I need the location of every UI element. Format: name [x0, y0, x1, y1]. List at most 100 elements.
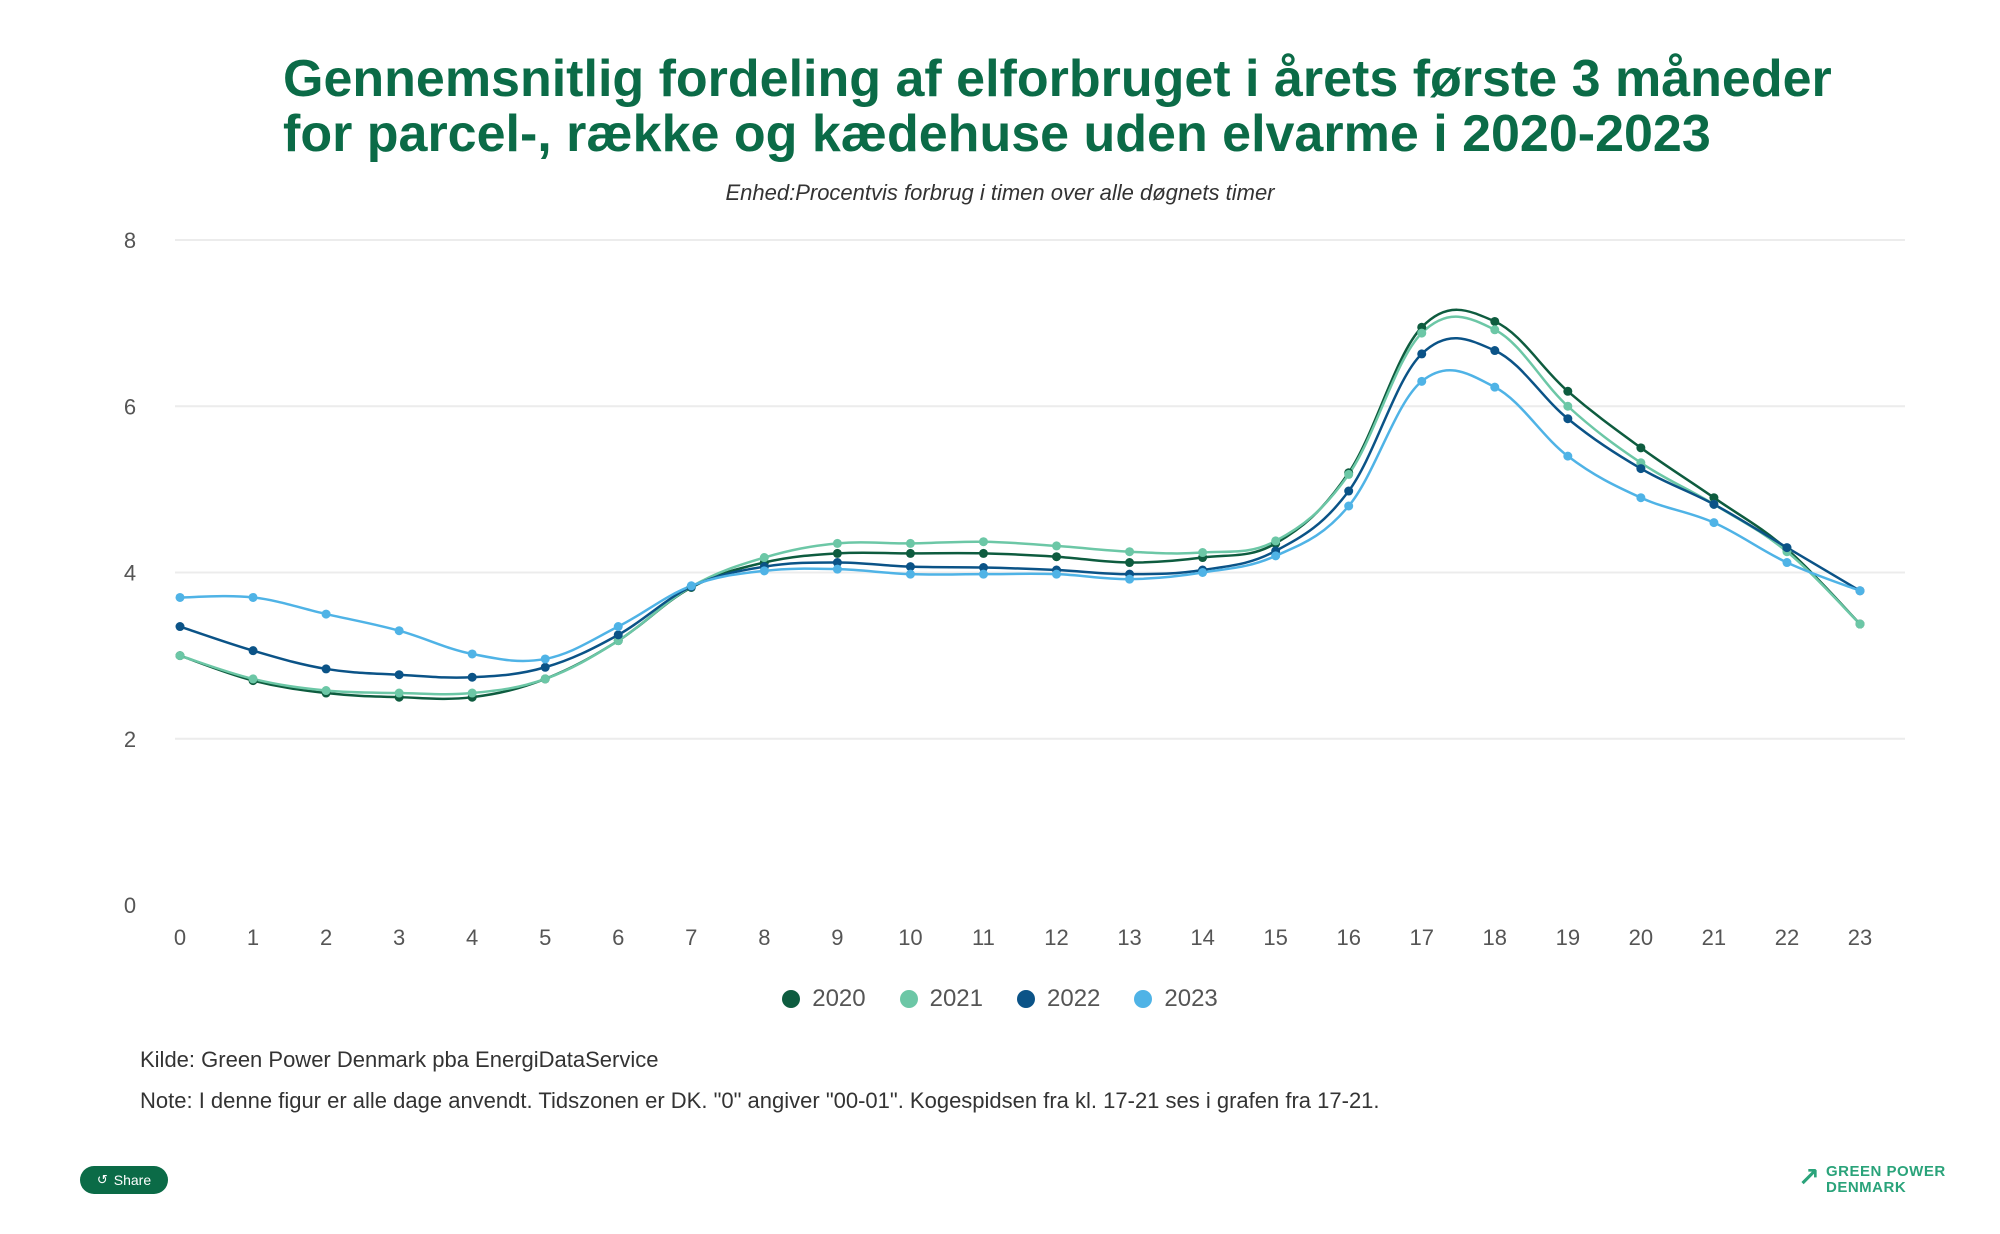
data-point-2022 — [1344, 486, 1354, 496]
data-point-2023 — [248, 592, 258, 602]
y-axis: 0 2 4 6 8 — [124, 228, 136, 918]
data-point-2021 — [1417, 328, 1427, 338]
legend-item-2023[interactable]: 2023 — [1134, 985, 1218, 1013]
data-point-2020 — [832, 548, 842, 558]
data-point-2022 — [1636, 464, 1646, 474]
data-point-2022 — [1563, 414, 1573, 424]
data-point-2021 — [905, 538, 915, 548]
data-point-2023 — [1490, 382, 1500, 392]
x-tick-label: 11 — [972, 925, 995, 950]
legend-marker — [1017, 990, 1035, 1008]
data-point-2022 — [905, 562, 915, 572]
y-tick-label: 6 — [124, 394, 136, 419]
data-point-2023 — [1855, 586, 1865, 596]
data-point-2022 — [321, 664, 331, 674]
data-point-2023 — [1344, 501, 1354, 511]
data-point-2023 — [540, 654, 550, 664]
data-point-2023 — [905, 569, 915, 579]
share-icon: ↺ — [96, 1172, 108, 1187]
source-text: Kilde: Green Power Denmark pba EnergiDat… — [140, 1047, 659, 1072]
data-point-2022 — [248, 646, 258, 656]
x-tick-label: 15 — [1263, 925, 1287, 950]
data-point-2021 — [540, 674, 550, 684]
data-point-2022 — [1782, 543, 1792, 553]
data-point-2023 — [1125, 574, 1135, 584]
data-point-2022 — [540, 662, 550, 672]
data-point-2023 — [759, 566, 769, 576]
data-point-2020 — [1563, 386, 1573, 396]
green-power-denmark-logo: ↗ GREEN POWER DENMARK — [1798, 1162, 1978, 1202]
data-point-2021 — [321, 686, 331, 696]
x-tick-label: 8 — [758, 925, 770, 950]
data-point-2021 — [1344, 469, 1354, 479]
data-point-2023 — [1417, 376, 1427, 386]
x-axis: 0 1 2 3 4 5 6 7 8 9 10 11 12 13 14 15 16 17 18 19 20 21 22 23 — [174, 925, 1872, 950]
data-point-2022 — [394, 670, 404, 680]
x-tick-label: 4 — [466, 925, 478, 950]
logo-line-1: GREEN POWER — [1826, 1163, 1946, 1180]
legend-item-2022[interactable]: 2022 — [1017, 985, 1100, 1013]
legend-label: 2022 — [1047, 985, 1101, 1012]
data-point-2023 — [978, 569, 988, 579]
data-point-2023 — [1198, 568, 1208, 577]
x-tick-label: 0 — [174, 925, 186, 950]
logo-line-2: DENMARK — [1826, 1179, 1907, 1196]
y-tick-label: 0 — [124, 893, 136, 918]
data-point-2023 — [613, 622, 623, 632]
legend-label: 2020 — [812, 985, 866, 1012]
legend-marker — [1134, 990, 1153, 1008]
data-point-2022 — [1490, 346, 1500, 356]
series-line-2022 — [179, 337, 1861, 679]
data-point-2021 — [1271, 536, 1281, 546]
chart-legend: 2020 2021 2022 2023 — [0, 985, 2000, 1013]
data-point-2022 — [175, 622, 185, 632]
share-label: Share — [113, 1172, 152, 1188]
share-button[interactable]: ↺ Share — [80, 1166, 168, 1194]
chart-title-line-1: Gennemsnitlig fordeling af elforbruget i… — [283, 50, 1832, 108]
data-point-2023 — [467, 649, 477, 659]
data-point-2023 — [686, 581, 696, 591]
x-tick-label: 12 — [1044, 925, 1068, 950]
data-point-2022 — [978, 563, 988, 573]
data-point-2023 — [394, 626, 404, 636]
legend-marker — [899, 990, 918, 1008]
x-tick-label: 21 — [1702, 925, 1726, 950]
chart-grid — [175, 239, 1905, 740]
data-point-2021 — [1563, 401, 1573, 411]
x-tick-label: 2 — [320, 925, 332, 950]
y-tick-label: 4 — [124, 561, 136, 586]
x-tick-label: 20 — [1629, 925, 1653, 950]
data-point-2021 — [248, 674, 258, 684]
x-tick-label: 6 — [612, 925, 624, 950]
chart-subtitle: Enhed:Procentvis forbrug i timen over al… — [725, 180, 1275, 205]
data-point-2021 — [1855, 619, 1865, 629]
x-tick-label: 7 — [685, 925, 697, 950]
y-tick-label: 2 — [124, 727, 136, 752]
data-point-2021 — [1490, 325, 1500, 335]
data-point-2023 — [1782, 558, 1792, 568]
data-point-2021 — [467, 688, 477, 698]
data-point-2021 — [1198, 548, 1208, 558]
legend-item-2020[interactable]: 2020 — [782, 985, 866, 1013]
chart-title-line-2: for parcel-, række og kædehuse uden elva… — [283, 104, 1711, 163]
data-point-2021 — [1052, 541, 1062, 551]
data-point-2020 — [1490, 316, 1500, 326]
data-point-2023 — [175, 592, 185, 602]
x-tick-label: 17 — [1409, 925, 1433, 950]
data-point-2021 — [832, 538, 842, 548]
x-tick-label: 16 — [1336, 925, 1360, 950]
x-tick-label: 14 — [1190, 925, 1214, 950]
x-tick-label: 3 — [393, 925, 405, 950]
data-point-2020 — [978, 548, 988, 558]
x-tick-label: 23 — [1848, 925, 1872, 950]
data-point-2022 — [1709, 499, 1719, 509]
data-point-2021 — [394, 688, 404, 698]
legend-item-2021[interactable]: 2021 — [899, 985, 983, 1013]
data-point-2023 — [1636, 493, 1646, 503]
x-tick-label: 19 — [1556, 925, 1580, 950]
data-point-2022 — [832, 558, 842, 568]
data-point-2020 — [905, 548, 915, 558]
data-point-2023 — [1563, 451, 1573, 461]
data-point-2020 — [1125, 558, 1135, 568]
